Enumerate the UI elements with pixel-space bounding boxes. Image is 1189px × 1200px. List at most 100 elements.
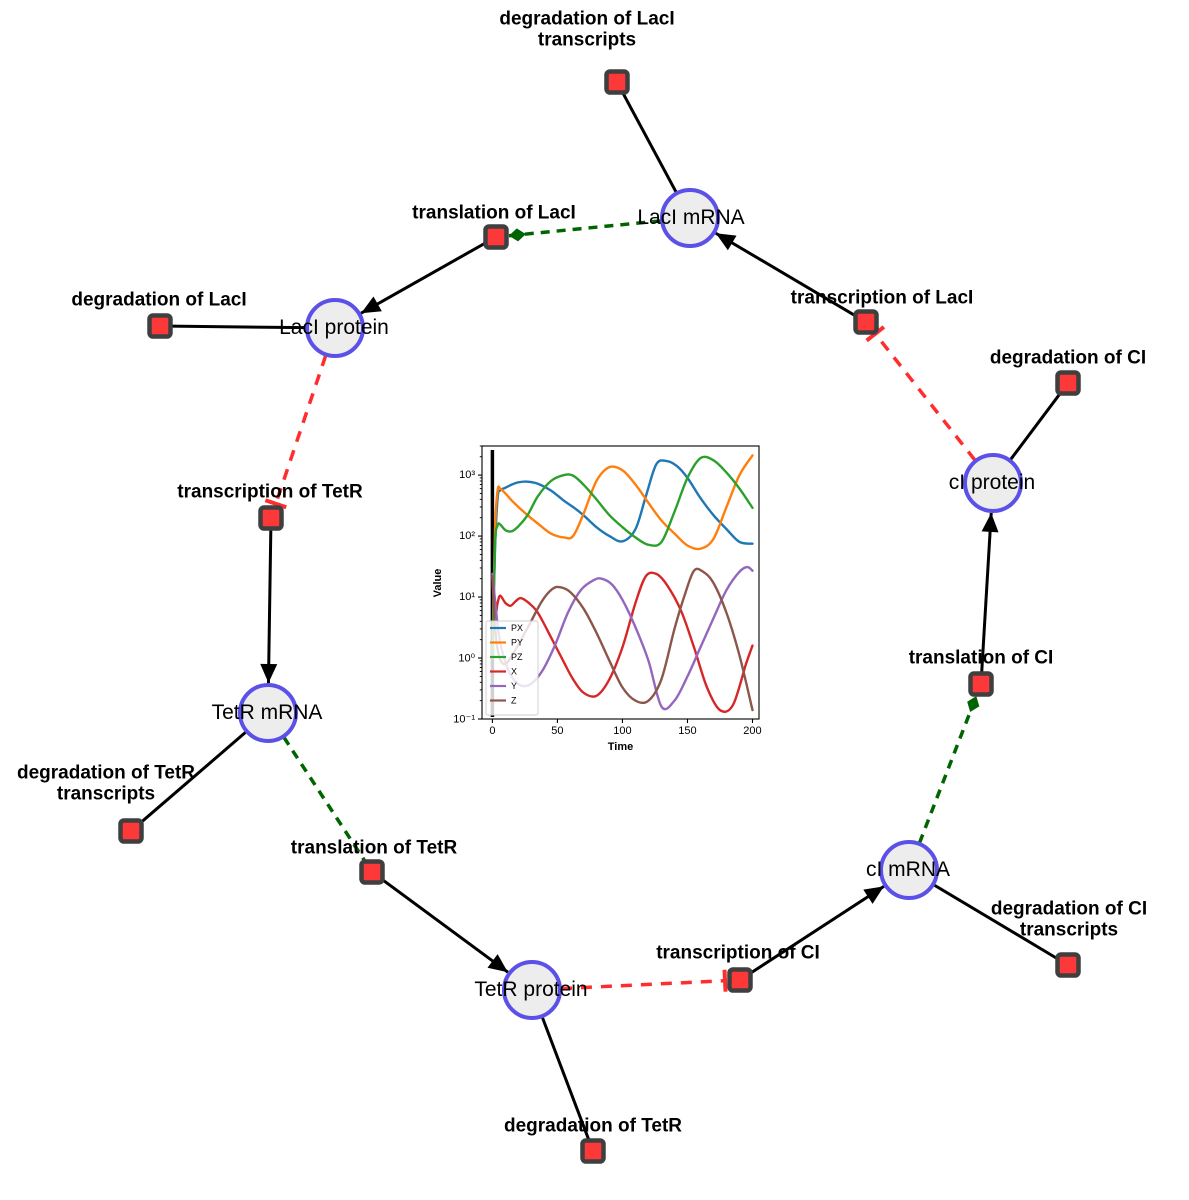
reaction-label-deg_ci: degradation of CI — [989, 347, 1147, 369]
edge-substrate — [540, 1016, 591, 1142]
x-tick-label: 200 — [743, 725, 762, 737]
species-label-laci_prot: LacI protein — [279, 316, 389, 339]
reaction-node-tl_tetr[interactable] — [359, 859, 385, 885]
legend-label-Z: Z — [511, 696, 517, 706]
inset-plot-svg: PX PY PZ XYZ — [478, 445, 760, 723]
reaction-square[interactable] — [258, 505, 284, 531]
arrowhead-triangle — [715, 233, 737, 251]
reaction-label-tx_ci: transcription of CI — [656, 942, 820, 964]
reaction-square[interactable] — [1055, 370, 1081, 396]
reaction-node-tl_ci[interactable] — [968, 671, 994, 697]
species-circle[interactable] — [660, 188, 720, 248]
axis-ticks — [478, 445, 754, 723]
species-circle[interactable] — [502, 960, 562, 1020]
arrowhead-diamond — [508, 228, 526, 242]
inset-timecourse-plot: PX PY PZ X Y Z 0 50 100 150 200 10⁻¹ 10⁰ 10¹ 10² 10³ Ti… — [415, 440, 770, 765]
species-node-tetr_mrna[interactable] — [238, 683, 298, 743]
arrowhead-tee-bar — [264, 498, 287, 510]
series-line-PY — [491, 454, 754, 660]
reaction-square[interactable] — [147, 313, 173, 339]
reaction-label-deg_laci_tx: degradation of LacI transcripts — [499, 8, 675, 51]
species-circle[interactable] — [879, 840, 939, 900]
reaction-node-tx_laci[interactable] — [853, 309, 879, 335]
legend-box — [485, 620, 539, 716]
arrowhead-triangle — [260, 663, 278, 684]
arrowhead-triangle — [981, 512, 999, 533]
species-node-ci_prot[interactable] — [963, 453, 1023, 513]
reaction-node-deg_ci_tx[interactable] — [1055, 952, 1081, 978]
series-line-PZ — [491, 455, 754, 660]
reaction-square[interactable] — [727, 967, 753, 993]
edge-substrate — [620, 90, 678, 194]
y-tick-label: 10⁻¹ — [453, 713, 475, 726]
reaction-node-deg_laci[interactable] — [147, 313, 173, 339]
reaction-square[interactable] — [604, 69, 630, 95]
series-line-X — [491, 571, 754, 713]
species-node-laci_mrna[interactable] — [660, 188, 720, 248]
arrowhead-tee-bar — [722, 969, 728, 992]
legend-label-PX: PX — [511, 623, 523, 633]
legend-label-PY: PY — [511, 638, 523, 648]
reaction-square[interactable] — [1055, 952, 1081, 978]
species-label-ci_mrna: cI mRNA — [866, 858, 950, 881]
arrowhead-diamond — [967, 696, 980, 712]
edge-substrate — [715, 231, 858, 318]
reaction-node-deg_ci[interactable] — [1055, 370, 1081, 396]
edge-substrate — [379, 877, 509, 974]
x-tick-label: 100 — [613, 725, 632, 737]
species-circle[interactable] — [963, 453, 1023, 513]
reaction-label-deg_tetr: degradation of TetR — [503, 1115, 683, 1137]
reaction-square[interactable] — [483, 224, 509, 250]
species-label-tetr_prot: TetR protein — [474, 978, 588, 1001]
series-line-PX — [491, 459, 754, 660]
reaction-node-deg_tetr[interactable] — [580, 1138, 606, 1164]
edge-inhibition — [560, 978, 726, 991]
reaction-label-deg_laci: degradation of LacI — [71, 289, 247, 311]
species-circle[interactable] — [305, 298, 365, 358]
species-node-laci_prot[interactable] — [305, 298, 365, 358]
edge-substrate — [1009, 390, 1063, 461]
arrowhead-triangle — [863, 886, 884, 904]
legend-label-PZ: PZ — [511, 652, 523, 662]
reaction-node-tl_laci[interactable] — [483, 224, 509, 250]
y-axis-label: Value — [432, 568, 444, 597]
legend-label-X: X — [511, 667, 517, 677]
species-label-tetr_mrna: TetR mRNA — [211, 701, 323, 724]
edge-substrate — [748, 885, 885, 976]
species-node-ci_mrna[interactable] — [879, 840, 939, 900]
edge-substrate — [170, 324, 307, 330]
arrowhead-triangle — [487, 954, 508, 973]
reaction-square[interactable] — [580, 1138, 606, 1164]
x-tick-label: 0 — [489, 725, 496, 737]
legend-label-Y: Y — [511, 681, 517, 691]
species-label-ci_prot: cI protein — [948, 471, 1036, 494]
species-node-tetr_prot[interactable] — [502, 960, 562, 1020]
y-tick-label: 10⁰ — [458, 652, 475, 665]
edge-substrate — [266, 528, 273, 684]
reaction-square[interactable] — [968, 671, 994, 697]
reaction-node-deg_laci_tx[interactable] — [604, 69, 630, 95]
arrowhead-triangle — [361, 296, 382, 314]
reaction-square[interactable] — [118, 818, 144, 844]
reaction-label-deg_tetr_tx: degradation of TetR transcripts — [16, 762, 196, 805]
reaction-square[interactable] — [359, 859, 385, 885]
reaction-label-tx_tetr: transcription of TetR — [177, 481, 363, 503]
y-tick-label: 10² — [459, 530, 475, 543]
x-tick-label: 50 — [551, 725, 564, 737]
reaction-square[interactable] — [853, 309, 879, 335]
reaction-label-tl_tetr: translation of TetR — [290, 837, 458, 859]
x-axis-label: Time — [607, 741, 634, 753]
species-circle[interactable] — [238, 683, 298, 743]
edge-substrate — [138, 730, 248, 825]
reaction-label-tl_ci: translation of CI — [908, 647, 1054, 669]
edge-activation — [282, 736, 368, 864]
edge-inhibition — [873, 332, 977, 462]
reaction-node-deg_tetr_tx[interactable] — [118, 818, 144, 844]
edge-group — [138, 90, 1063, 1142]
reaction-node-tx_tetr[interactable] — [258, 505, 284, 531]
reaction-label-tl_laci: translation of LacI — [412, 202, 576, 224]
edge-substrate — [980, 512, 993, 674]
chart-legend: PX PY PZ XYZ — [485, 620, 539, 716]
reaction-node-tx_ci[interactable] — [727, 967, 753, 993]
